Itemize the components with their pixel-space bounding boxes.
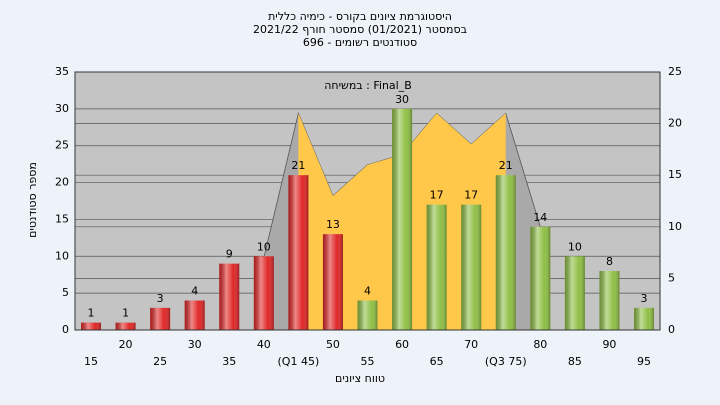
x-tick-label: 40 (257, 338, 271, 351)
annotation: במשיחה : Final_B (324, 79, 412, 92)
data-label: 21 (499, 159, 513, 172)
bar-shine (564, 256, 585, 330)
y2-tick-label: 5 (668, 271, 675, 284)
bar-shine (461, 204, 482, 330)
x-tick-label: 90 (602, 338, 616, 351)
bar-shine (426, 204, 447, 330)
bar-shine (150, 307, 171, 330)
y-tick-label: 20 (55, 176, 69, 189)
data-label: 1 (122, 307, 129, 320)
y2-tick-label: 15 (668, 168, 682, 181)
data-label: 13 (326, 218, 340, 231)
x-tick-label: 35 (222, 355, 236, 368)
data-label: 3 (157, 292, 164, 305)
x-tick-label: 25 (153, 355, 167, 368)
y2-tick-label: 25 (668, 65, 682, 78)
chart-title: היסטוגרמת ציונים בקורס - כימיה כללית (268, 10, 452, 23)
data-label: 10 (257, 240, 271, 253)
bar-shine (253, 256, 274, 330)
x-tick-label: 30 (188, 338, 202, 351)
y-tick-label: 15 (55, 212, 69, 225)
x-tick-label: 55 (361, 355, 375, 368)
data-label: 17 (430, 189, 444, 202)
y-tick-label: 5 (62, 286, 69, 299)
bar-shine (634, 307, 654, 330)
bar-shine (530, 226, 551, 330)
y2-tick-label: 20 (668, 117, 682, 130)
x-tick-label: 80 (533, 338, 547, 351)
bar-shine (495, 175, 516, 330)
x-tick-label: 15 (84, 355, 98, 368)
x-tick-label: 50 (326, 338, 340, 351)
y-tick-label: 10 (55, 249, 69, 262)
bar-shine (184, 300, 205, 330)
x-tick-label: 20 (119, 338, 133, 351)
data-label: 1 (88, 307, 95, 320)
x-tick-label: 95 (637, 355, 651, 368)
bar-shine (288, 175, 309, 330)
y2-tick-label: 10 (668, 220, 682, 233)
y-axis-label: מספר סטודנטים (26, 162, 39, 238)
x-tick-label: 70 (464, 338, 478, 351)
data-label: 21 (291, 159, 305, 172)
data-label: 3 (641, 292, 648, 305)
y-tick-label: 35 (55, 65, 69, 78)
x-tick-label: 65 (430, 355, 444, 368)
y2-tick-label: 0 (668, 323, 675, 336)
bar-shine (115, 322, 136, 330)
data-label: 4 (191, 285, 198, 298)
y-tick-label: 30 (55, 102, 69, 115)
chart-subtitle: בסמסטר (01/2021) סמסטר חורף 2021/22 (253, 23, 467, 36)
data-label: 14 (533, 211, 547, 224)
data-label: 10 (568, 240, 582, 253)
data-label: 4 (364, 285, 371, 298)
bar-shine (392, 108, 413, 330)
x-tick-label: (Q1 45) (278, 355, 320, 368)
x-axis-label: טווח ציונים (335, 372, 385, 385)
plot-border (74, 71, 661, 331)
bar-shine (81, 322, 101, 330)
y-tick-label: 25 (55, 139, 69, 152)
x-tick-label: 85 (568, 355, 582, 368)
data-label: 30 (395, 93, 409, 106)
bar-shine (322, 234, 343, 330)
x-tick-label: 60 (395, 338, 409, 351)
y-tick-label: 0 (62, 323, 69, 336)
data-label: 8 (606, 255, 613, 268)
x-tick-label: (Q3 75) (485, 355, 527, 368)
data-label: 17 (464, 189, 478, 202)
bar-shine (357, 300, 378, 330)
bar-shine (599, 271, 620, 330)
chart-subtitle-2: סטודנטים רשומים - 696 (303, 36, 417, 49)
bar-shine (219, 263, 240, 330)
data-label: 9 (226, 248, 233, 261)
